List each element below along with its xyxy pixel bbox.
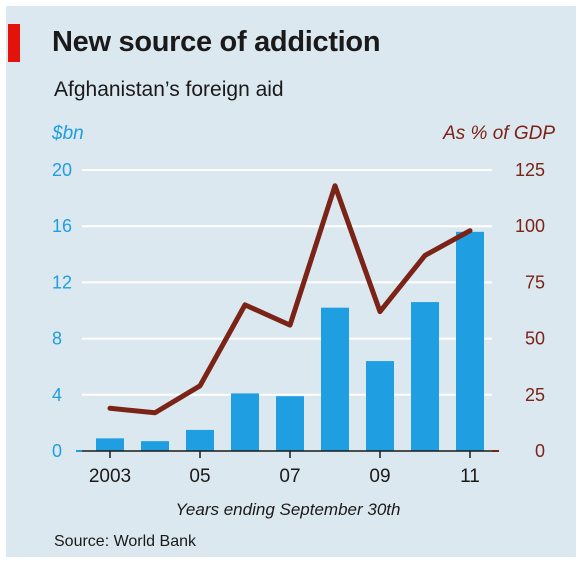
bar — [231, 393, 259, 451]
y-right-tick-label: 75 — [525, 272, 545, 292]
y-right-tick-label: 100 — [515, 216, 545, 236]
y-left-tick-label: 16 — [52, 216, 72, 236]
gdp-share-line — [107, 183, 473, 416]
y-left-tick-label: 4 — [52, 385, 62, 405]
y-right-tick-label: 0 — [535, 441, 545, 461]
bar — [321, 307, 349, 451]
y-left-axis-label: $bn — [51, 123, 84, 144]
y-right-tick-label: 25 — [525, 385, 545, 405]
bar — [141, 441, 169, 451]
brand-red-tag — [8, 24, 20, 62]
bar — [276, 396, 304, 451]
bar-series — [96, 231, 484, 451]
y-left-tick-label: 0 — [52, 441, 62, 461]
y-left-tick-label: 8 — [52, 329, 62, 349]
bar — [366, 361, 394, 451]
chart-title: New source of addiction — [52, 26, 381, 58]
bar — [456, 231, 484, 451]
x-tick-label: 05 — [189, 466, 210, 487]
line-series — [107, 183, 473, 416]
x-tick-label: 2003 — [89, 466, 131, 487]
x-axis-label: Years ending September 30th — [176, 500, 401, 519]
bar — [186, 429, 214, 451]
y-right-tick-label: 125 — [515, 160, 545, 180]
y-left-tick-label: 20 — [52, 160, 72, 180]
y-right-tick-label: 50 — [525, 329, 545, 349]
bar — [96, 438, 124, 451]
x-tick-label: 11 — [460, 466, 480, 487]
chart-subtitle: Afghanistan’s foreign aid — [54, 78, 284, 101]
bar — [411, 302, 439, 451]
source-note: Source: World Bank — [54, 533, 196, 550]
axes: 0 4 8 12 16 20 0 25 50 75 100 125 $bn As % of GDP 2003… — [51, 123, 555, 519]
x-tick-label: 07 — [279, 466, 300, 487]
y-right-axis-label: As % of GDP — [442, 123, 555, 144]
y-left-tick-label: 12 — [52, 272, 72, 292]
x-tick-label: 09 — [369, 466, 390, 487]
